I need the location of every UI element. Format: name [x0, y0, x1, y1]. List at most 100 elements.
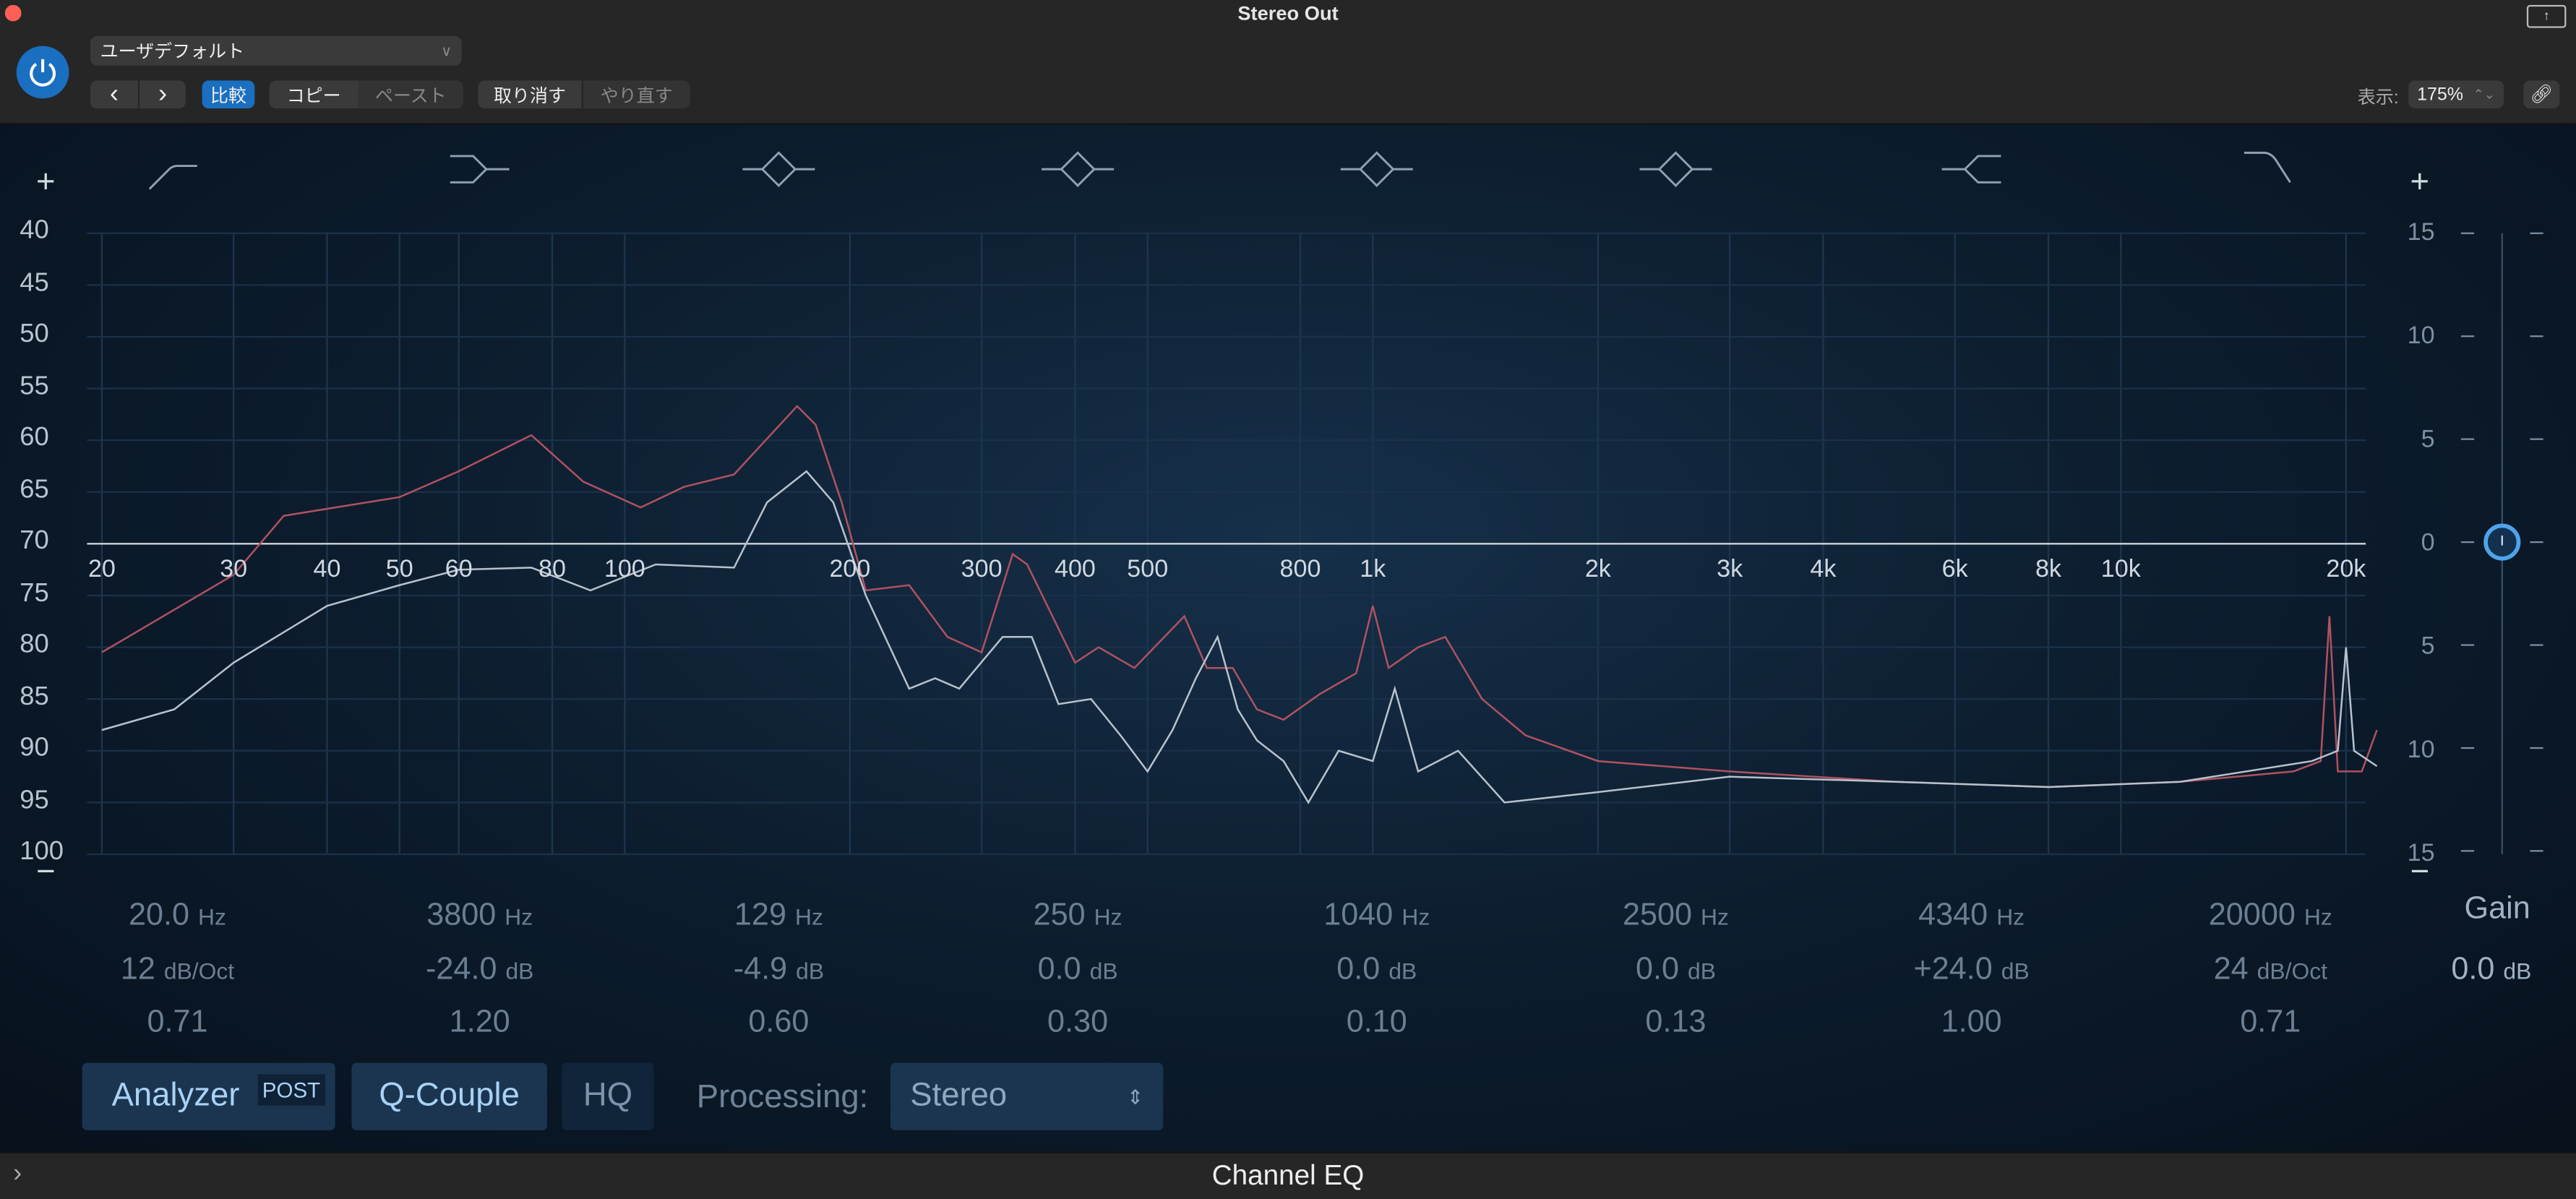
band-7-freq[interactable]: 4340 Hz — [1918, 898, 2025, 934]
gain-tick-label: 15 — [2407, 218, 2435, 246]
analyzer-trace-red — [101, 405, 2378, 788]
x-tick-label: 10k — [2100, 555, 2141, 583]
analyzer-button[interactable]: Analyzer POST — [82, 1062, 335, 1130]
processing-value: Stereo — [910, 1078, 1008, 1114]
band-8-q[interactable]: 0.71 — [2240, 1005, 2301, 1041]
expand-chevron-icon[interactable]: › — [13, 1159, 22, 1188]
x-tick-label: 40 — [313, 555, 341, 583]
y-tick-label: 95 — [20, 786, 49, 815]
band-1-q[interactable]: 0.71 — [147, 1005, 207, 1041]
low-shelf-band-icon[interactable] — [450, 155, 510, 184]
paste-button[interactable]: ペースト — [358, 80, 463, 109]
band-7-q[interactable]: 1.00 — [1941, 1005, 2002, 1041]
band-2-gain[interactable]: -24.0 dB — [426, 953, 533, 989]
param-unit: dB — [505, 958, 534, 984]
x-tick-label: 400 — [1054, 555, 1096, 583]
param-unit: Hz — [1701, 903, 1729, 930]
gain-unit: dB — [2503, 958, 2532, 984]
band-3-gain[interactable]: -4.9 dB — [734, 953, 824, 989]
param-unit: dB — [1388, 958, 1417, 984]
param-unit: Hz — [794, 903, 823, 930]
y-tick-label: 100 — [20, 838, 64, 866]
band-6-gain[interactable]: 0.0 dB — [1636, 953, 1716, 989]
band-5-q[interactable]: 0.10 — [1347, 1005, 1407, 1041]
high-shelf-band-icon[interactable] — [1941, 155, 2001, 184]
stepper-icon: ⌃⌄ — [2473, 87, 2496, 102]
chevron-down-icon: ∨ — [441, 41, 452, 59]
bell-band-icon[interactable] — [1639, 151, 1712, 187]
param-value: 24 — [2213, 953, 2249, 988]
band-8-gain[interactable]: 24 dB/Oct — [2214, 953, 2327, 989]
param-unit: Hz — [198, 903, 226, 930]
gain-tick-label: 5 — [2421, 425, 2435, 454]
band-6-q[interactable]: 0.13 — [1645, 1005, 1706, 1041]
preset-dropdown[interactable]: ユーザデフォルト ∨ — [90, 36, 462, 66]
band-4-gain[interactable]: 0.0 dB — [1038, 953, 1118, 989]
band-7-gain[interactable]: +24.0 dB — [1913, 953, 2029, 989]
compare-button[interactable]: 比較 — [202, 80, 255, 109]
prev-preset-button[interactable]: ‹ — [90, 79, 138, 109]
band-8-freq[interactable]: 20000 Hz — [2209, 898, 2332, 934]
param-value: 250 — [1033, 898, 1086, 934]
power-button[interactable] — [16, 46, 69, 99]
param-value: 0.71 — [2240, 1005, 2301, 1040]
band-1-gain[interactable]: 12 dB/Oct — [121, 953, 234, 989]
param-unit: Hz — [505, 903, 533, 930]
param-value: 0.60 — [748, 1005, 810, 1040]
param-value: 1.00 — [1941, 1005, 2002, 1040]
param-value: 20.0 — [128, 898, 190, 934]
close-button[interactable] — [4, 4, 22, 22]
band-5-gain[interactable]: 0.0 dB — [1336, 953, 1417, 989]
band-4-freq[interactable]: 250 Hz — [1034, 898, 1122, 934]
plugin-header: Stereo Out ↑ ユーザデフォルト ∨ ‹ › 比較 コピー ペースト 取… — [0, 0, 2576, 125]
band-3-freq[interactable]: 129 Hz — [734, 898, 823, 934]
x-tick-label: 50 — [385, 555, 413, 583]
stepper-icon: ⇕ — [1127, 1085, 1144, 1109]
y-tick-label: 65 — [20, 476, 49, 504]
undo-button[interactable]: 取り消す — [478, 80, 582, 109]
copy-button[interactable]: コピー — [269, 80, 359, 109]
bell-band-icon[interactable] — [1042, 151, 1115, 187]
bell-band-icon[interactable] — [742, 151, 815, 187]
x-tick-label: 20 — [87, 555, 116, 583]
low-pass-band-icon[interactable] — [2244, 151, 2291, 184]
y-tick-label: 45 — [20, 268, 49, 297]
param-unit: dB — [1688, 958, 1716, 984]
zoom-stepper[interactable]: 175% ⌃⌄ — [2408, 80, 2504, 109]
band-5-freq[interactable]: 1040 Hz — [1323, 898, 1430, 934]
y-tick-label: 90 — [20, 734, 49, 762]
float-window-icon[interactable]: ↑ — [2526, 4, 2567, 28]
band-3-q[interactable]: 0.60 — [748, 1005, 809, 1041]
band-2-freq[interactable]: 3800 Hz — [426, 898, 533, 934]
next-preset-button[interactable]: › — [139, 79, 186, 109]
high-pass-band-icon[interactable] — [148, 165, 197, 190]
post-toggle[interactable]: POST — [257, 1074, 326, 1106]
band-1-freq[interactable]: 20.0 Hz — [129, 898, 226, 934]
param-unit: dB/Oct — [163, 958, 235, 984]
zoom-in-left[interactable]: + — [36, 164, 56, 201]
bell-band-icon[interactable] — [1340, 151, 1413, 187]
x-tick-label: 800 — [1279, 555, 1321, 583]
zoom-out-right[interactable]: − — [2410, 854, 2430, 890]
x-tick-label: 500 — [1127, 555, 1169, 583]
param-unit: Hz — [1094, 903, 1122, 930]
band-6-freq[interactable]: 2500 Hz — [1623, 898, 1729, 934]
param-value: 1040 — [1323, 898, 1394, 934]
zoom-in-right[interactable]: + — [2410, 164, 2430, 201]
link-button[interactable]: 🔗︎ — [2523, 80, 2560, 109]
param-unit: Hz — [2304, 903, 2332, 930]
band-4-q[interactable]: 0.30 — [1047, 1005, 1108, 1041]
zoom-out-left[interactable]: − — [36, 854, 56, 890]
band-2-q[interactable]: 1.20 — [450, 1005, 510, 1041]
gain-value[interactable]: 0.0 dB — [2451, 953, 2531, 989]
power-icon — [30, 59, 56, 87]
hq-button[interactable]: HQ — [562, 1062, 654, 1130]
processing-select[interactable]: Stereo ⇕ — [890, 1062, 1164, 1130]
param-value: 0.0 — [1037, 953, 1081, 988]
x-tick-label: 1k — [1360, 555, 1386, 583]
gain-number: 0.0 — [2451, 953, 2495, 988]
q-couple-button[interactable]: Q-Couple — [351, 1062, 547, 1130]
param-value: +24.0 — [1913, 953, 1993, 988]
redo-button[interactable]: やり直す — [583, 80, 690, 109]
